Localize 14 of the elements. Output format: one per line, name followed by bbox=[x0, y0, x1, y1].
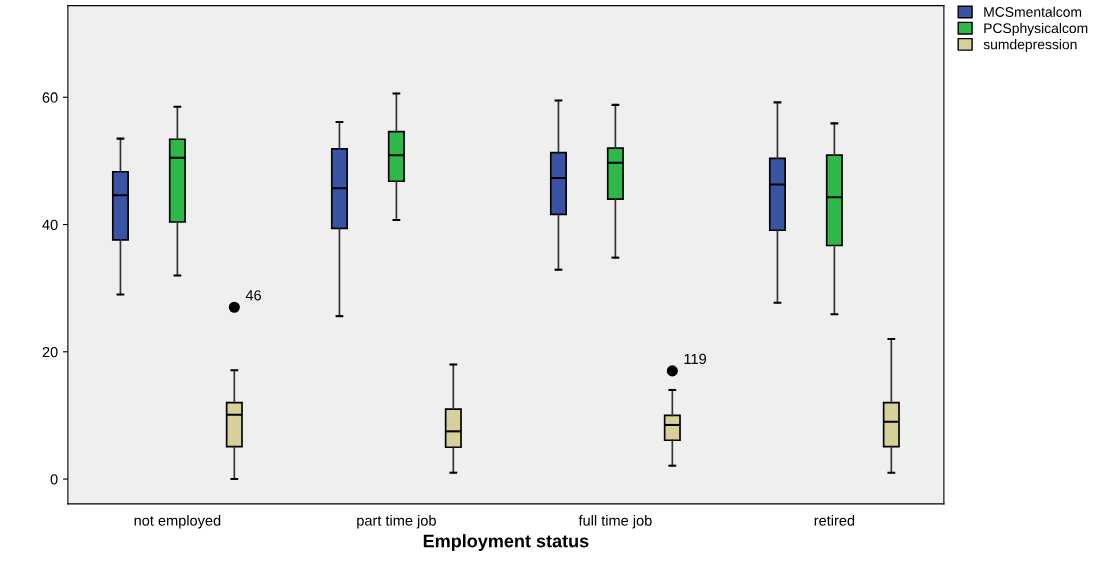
x-tick-label: part time job bbox=[357, 515, 436, 529]
legend-label: MCSmentalcom bbox=[984, 6, 1082, 17]
annotation: 119 bbox=[684, 353, 707, 365]
x-tick-label: not employed bbox=[134, 515, 221, 529]
legend-label: PCSphysicalcom bbox=[984, 22, 1088, 36]
y-tick-label: 0 bbox=[50, 474, 58, 485]
x-axis-title: Employment status bbox=[423, 534, 589, 551]
annotation: 46 bbox=[245, 290, 262, 301]
y-tick-label: 40 bbox=[42, 219, 58, 230]
legend-label: sumdepression bbox=[983, 39, 1077, 53]
y-tick-label: 20 bbox=[42, 346, 58, 358]
x-tick-label: full time job bbox=[578, 515, 652, 529]
x-tick-label: retired bbox=[814, 515, 855, 526]
y-tick-label: 60 bbox=[42, 92, 58, 103]
